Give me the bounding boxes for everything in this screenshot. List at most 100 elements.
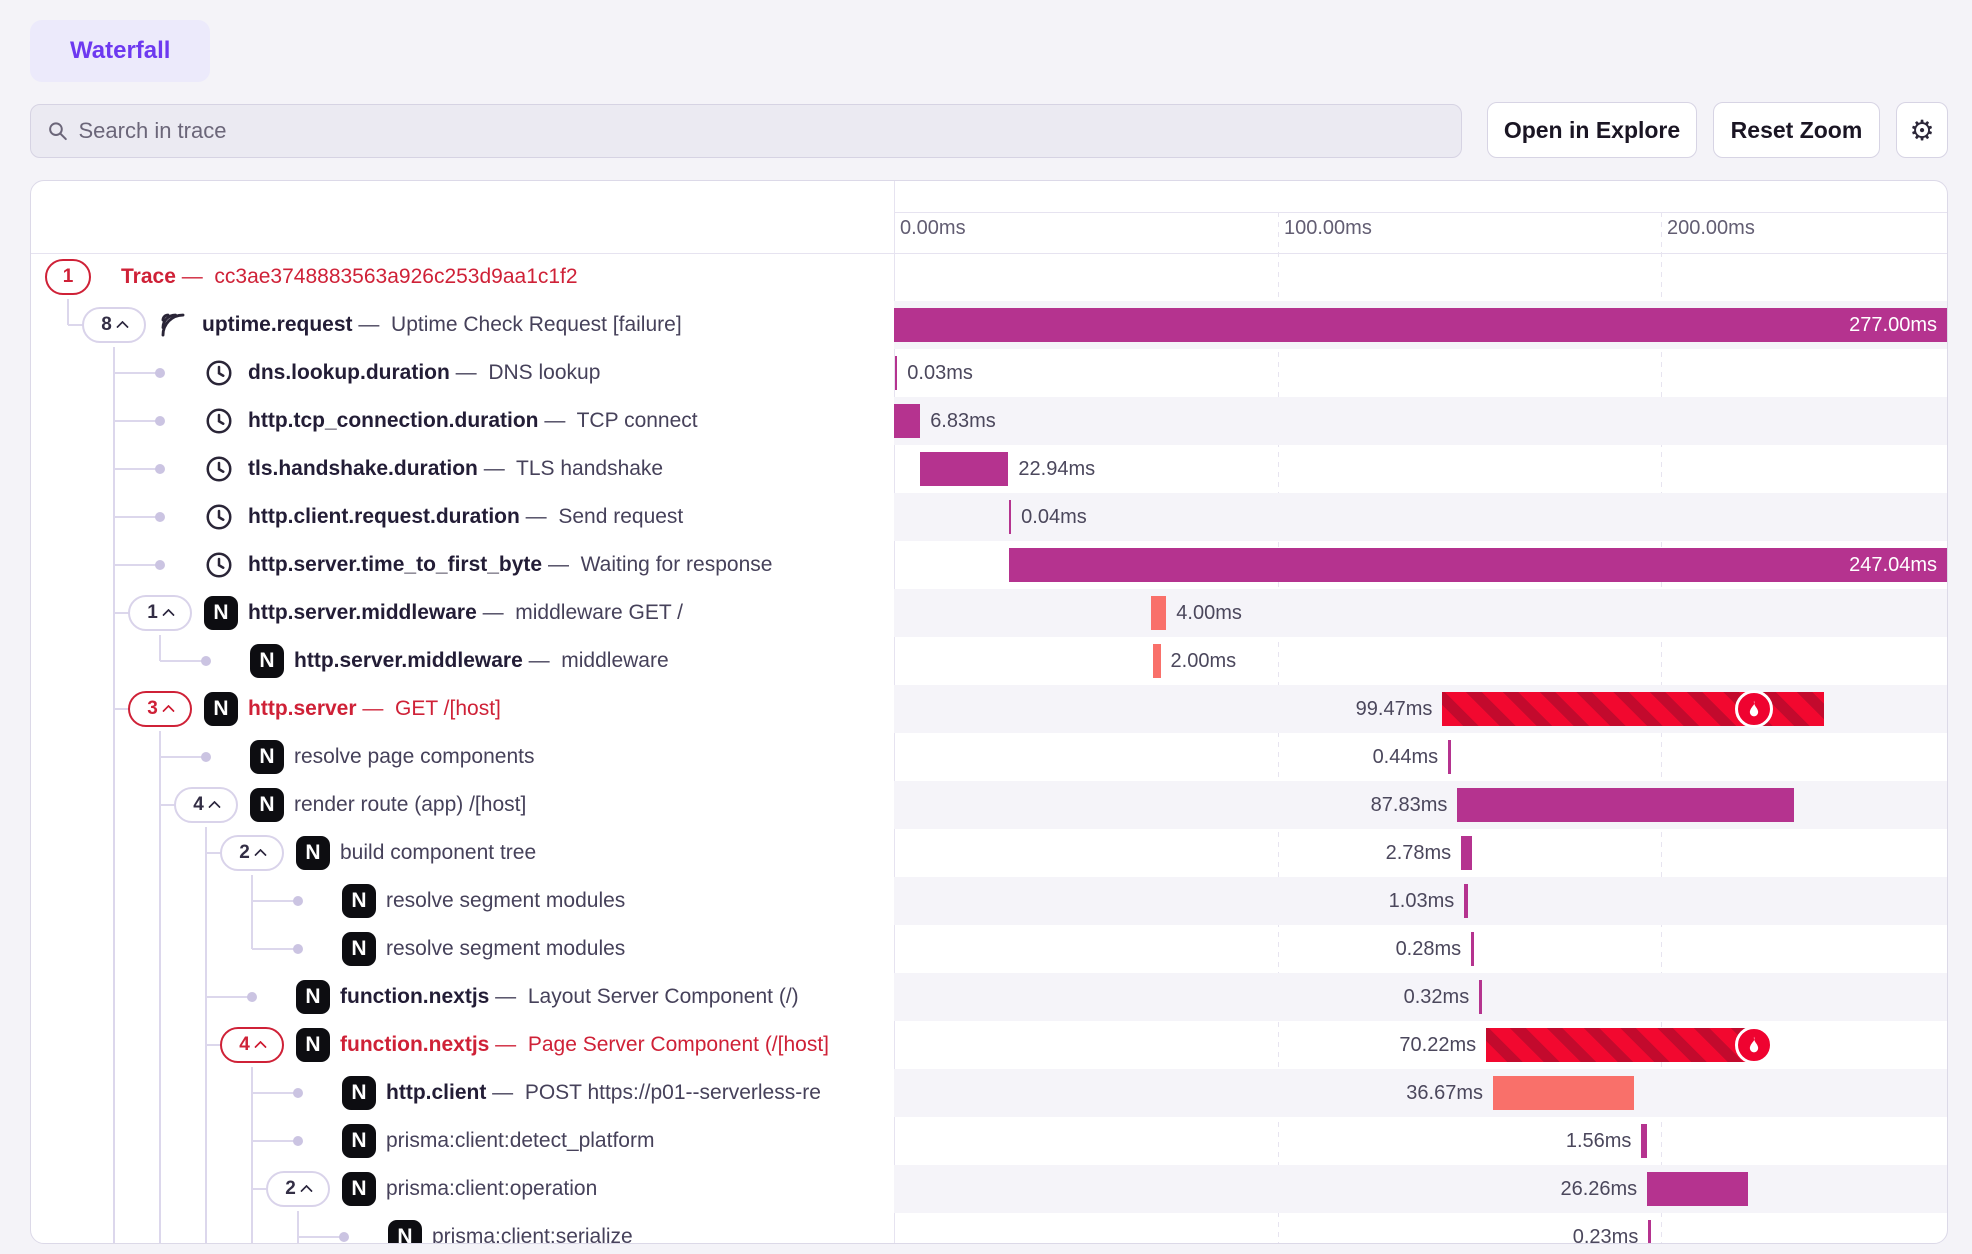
span-row[interactable]: dns.lookup.duration — DNS lookup 0.03ms <box>31 349 1947 397</box>
span-duration-bar[interactable] <box>1464 884 1469 918</box>
span-duration-bar[interactable] <box>1008 500 1012 534</box>
span-duration-bar[interactable] <box>1009 548 1947 582</box>
span-row[interactable]: tls.handshake.duration — TLS handshake 22… <box>31 445 1947 493</box>
waterfall-lane[interactable]: 36.67ms <box>894 1069 1947 1117</box>
span-duration-bar[interactable] <box>1647 1172 1748 1206</box>
span-duration-bar[interactable] <box>894 404 921 438</box>
expand-collapse-pill[interactable]: 2 <box>266 1171 330 1207</box>
tab-waterfall[interactable]: Waterfall <box>30 20 211 82</box>
span-row[interactable]: 8 uptime.request — Uptime Check Request [… <box>31 301 1947 349</box>
waterfall-lane[interactable]: 2.78ms <box>894 829 1947 877</box>
span-duration-bar[interactable] <box>1461 836 1472 870</box>
waterfall-lane[interactable]: 0.44ms <box>894 733 1947 781</box>
span-name-cell[interactable]: 1 Trace — cc3ae3748883563a926c253d9aa1c1f… <box>31 253 894 301</box>
waterfall-lane[interactable]: 6.83ms <box>894 397 1947 445</box>
span-row[interactable]: http.server.time_to_first_byte — Waiting… <box>31 541 1947 589</box>
waterfall-lane[interactable]: 0.04ms <box>894 493 1947 541</box>
waterfall-lane[interactable]: 0.23ms <box>894 1213 1947 1243</box>
span-duration-bar[interactable] <box>1471 932 1474 966</box>
waterfall-lane[interactable]: 70.22ms <box>894 1021 1947 1069</box>
waterfall-lane[interactable] <box>894 253 1947 301</box>
tree-node-dot <box>155 368 165 378</box>
waterfall-lane[interactable]: 22.94ms <box>894 445 1947 493</box>
waterfall-lane[interactable]: 2.00ms <box>894 637 1947 685</box>
duration-label: 26.26ms <box>1560 1178 1638 1200</box>
trace-row[interactable]: 1 Trace — cc3ae3748883563a926c253d9aa1c1f… <box>31 253 1947 301</box>
expand-collapse-pill[interactable]: 2 <box>220 835 284 871</box>
expand-collapse-pill[interactable]: 3 <box>128 691 192 727</box>
span-duration-bar[interactable] <box>894 308 1947 342</box>
span-duration-bar[interactable] <box>1457 788 1795 822</box>
waterfall-lane[interactable]: 4.00ms <box>894 589 1947 637</box>
open-in-explore-button[interactable]: Open in Explore <box>1487 102 1697 158</box>
waterfall-lane[interactable]: 0.32ms <box>894 973 1947 1021</box>
span-name-cell[interactable]: tls.handshake.duration — TLS handshake <box>31 445 894 493</box>
span-duration-bar[interactable] <box>920 452 1009 486</box>
span-duration-bar[interactable] <box>1648 1220 1651 1243</box>
span-name-cell[interactable]: http.server.time_to_first_byte — Waiting… <box>31 541 894 589</box>
span-duration-bar[interactable] <box>1493 1076 1634 1110</box>
waterfall-lane[interactable]: 277.00ms <box>894 301 1947 349</box>
error-fire-badge[interactable] <box>1735 1026 1774 1064</box>
waterfall-lane[interactable]: 247.04ms <box>894 541 1947 589</box>
span-duration-bar[interactable] <box>1479 980 1482 1014</box>
span-name-cell[interactable]: 8 uptime.request — Uptime Check Request [… <box>31 301 894 349</box>
waterfall-lane[interactable]: 87.83ms <box>894 781 1947 829</box>
search-input[interactable] <box>78 118 1445 144</box>
expand-collapse-pill[interactable]: 1 <box>128 595 192 631</box>
search-in-trace-box[interactable] <box>30 104 1462 158</box>
error-fire-badge[interactable] <box>1735 690 1774 728</box>
waterfall-lane[interactable]: 0.28ms <box>894 925 1947 973</box>
span-name-cell[interactable]: dns.lookup.duration — DNS lookup <box>31 349 894 397</box>
span-duration-bar[interactable] <box>1150 596 1167 630</box>
waterfall-lane[interactable]: 99.47ms <box>894 685 1947 733</box>
span-row[interactable]: http.client.request.duration — Send requ… <box>31 493 1947 541</box>
span-name-cell[interactable]: http.client.request.duration — Send requ… <box>31 493 894 541</box>
expand-collapse-pill[interactable]: 8 <box>82 307 146 343</box>
waterfall-lane[interactable]: 26.26ms <box>894 1165 1947 1213</box>
span-duration-bar[interactable] <box>1486 1028 1756 1062</box>
waterfall-lane[interactable]: 0.03ms <box>894 349 1947 397</box>
span-name-cell[interactable]: http.tcp_connection.duration — TCP conne… <box>31 397 894 445</box>
waterfall-lane[interactable]: 1.56ms <box>894 1117 1947 1165</box>
expand-collapse-pill[interactable]: 4 <box>174 787 238 823</box>
waterfall-lane[interactable]: 1.03ms <box>894 877 1947 925</box>
reset-zoom-button[interactable]: Reset Zoom <box>1713 102 1880 158</box>
span-row[interactable]: http.tcp_connection.duration — TCP conne… <box>31 397 1947 445</box>
span-duration-bar[interactable] <box>1152 644 1161 678</box>
span-duration-bar[interactable] <box>1448 740 1451 774</box>
expand-collapse-pill[interactable]: 1 <box>45 259 91 295</box>
span-duration-bar[interactable] <box>1641 1124 1648 1158</box>
span-duration-bar[interactable] <box>894 356 898 390</box>
settings-button[interactable]: ⚙ <box>1896 102 1948 158</box>
expand-collapse-pill[interactable]: 4 <box>220 1027 284 1063</box>
